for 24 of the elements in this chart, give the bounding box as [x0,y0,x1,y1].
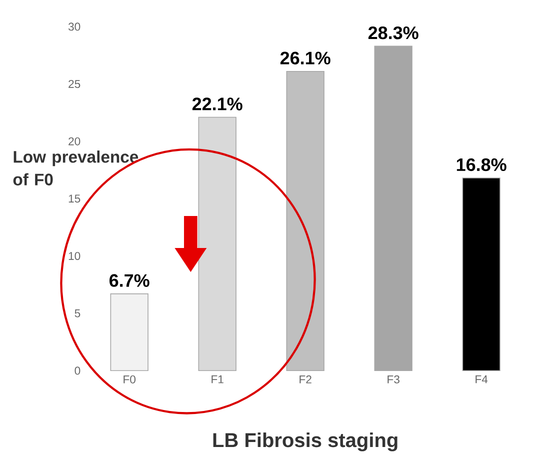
bar [462,178,500,372]
y-tick-label: 25 [68,80,80,88]
x-tick-label: F2 [300,375,312,384]
bar [110,293,148,372]
bar [198,116,236,372]
annotation: Low prevalence of F0 [13,150,138,186]
x-axis-title: LB Fibrosis staging [213,432,398,452]
data-label: 22.1% [192,98,242,110]
data-label: 6.7% [109,274,150,287]
y-tick-label: 30 [68,22,80,31]
x-tick-label: F3 [388,375,400,384]
x-tick-label: F0 [124,375,136,384]
y-tick-label: 15 [68,194,80,203]
y-tick-label: 5 [74,309,80,318]
data-label: 28.3% [368,26,418,40]
bar [286,70,324,372]
x-tick-label: F4 [476,375,488,384]
data-label: 26.1% [280,52,330,64]
x-tick-label: F1 [212,375,224,384]
bar [374,46,412,372]
y-tick-label: 10 [68,252,80,260]
y-tick-label: 0 [74,366,80,375]
y-tick-label: 20 [68,137,80,146]
data-label: 16.8% [456,158,506,172]
